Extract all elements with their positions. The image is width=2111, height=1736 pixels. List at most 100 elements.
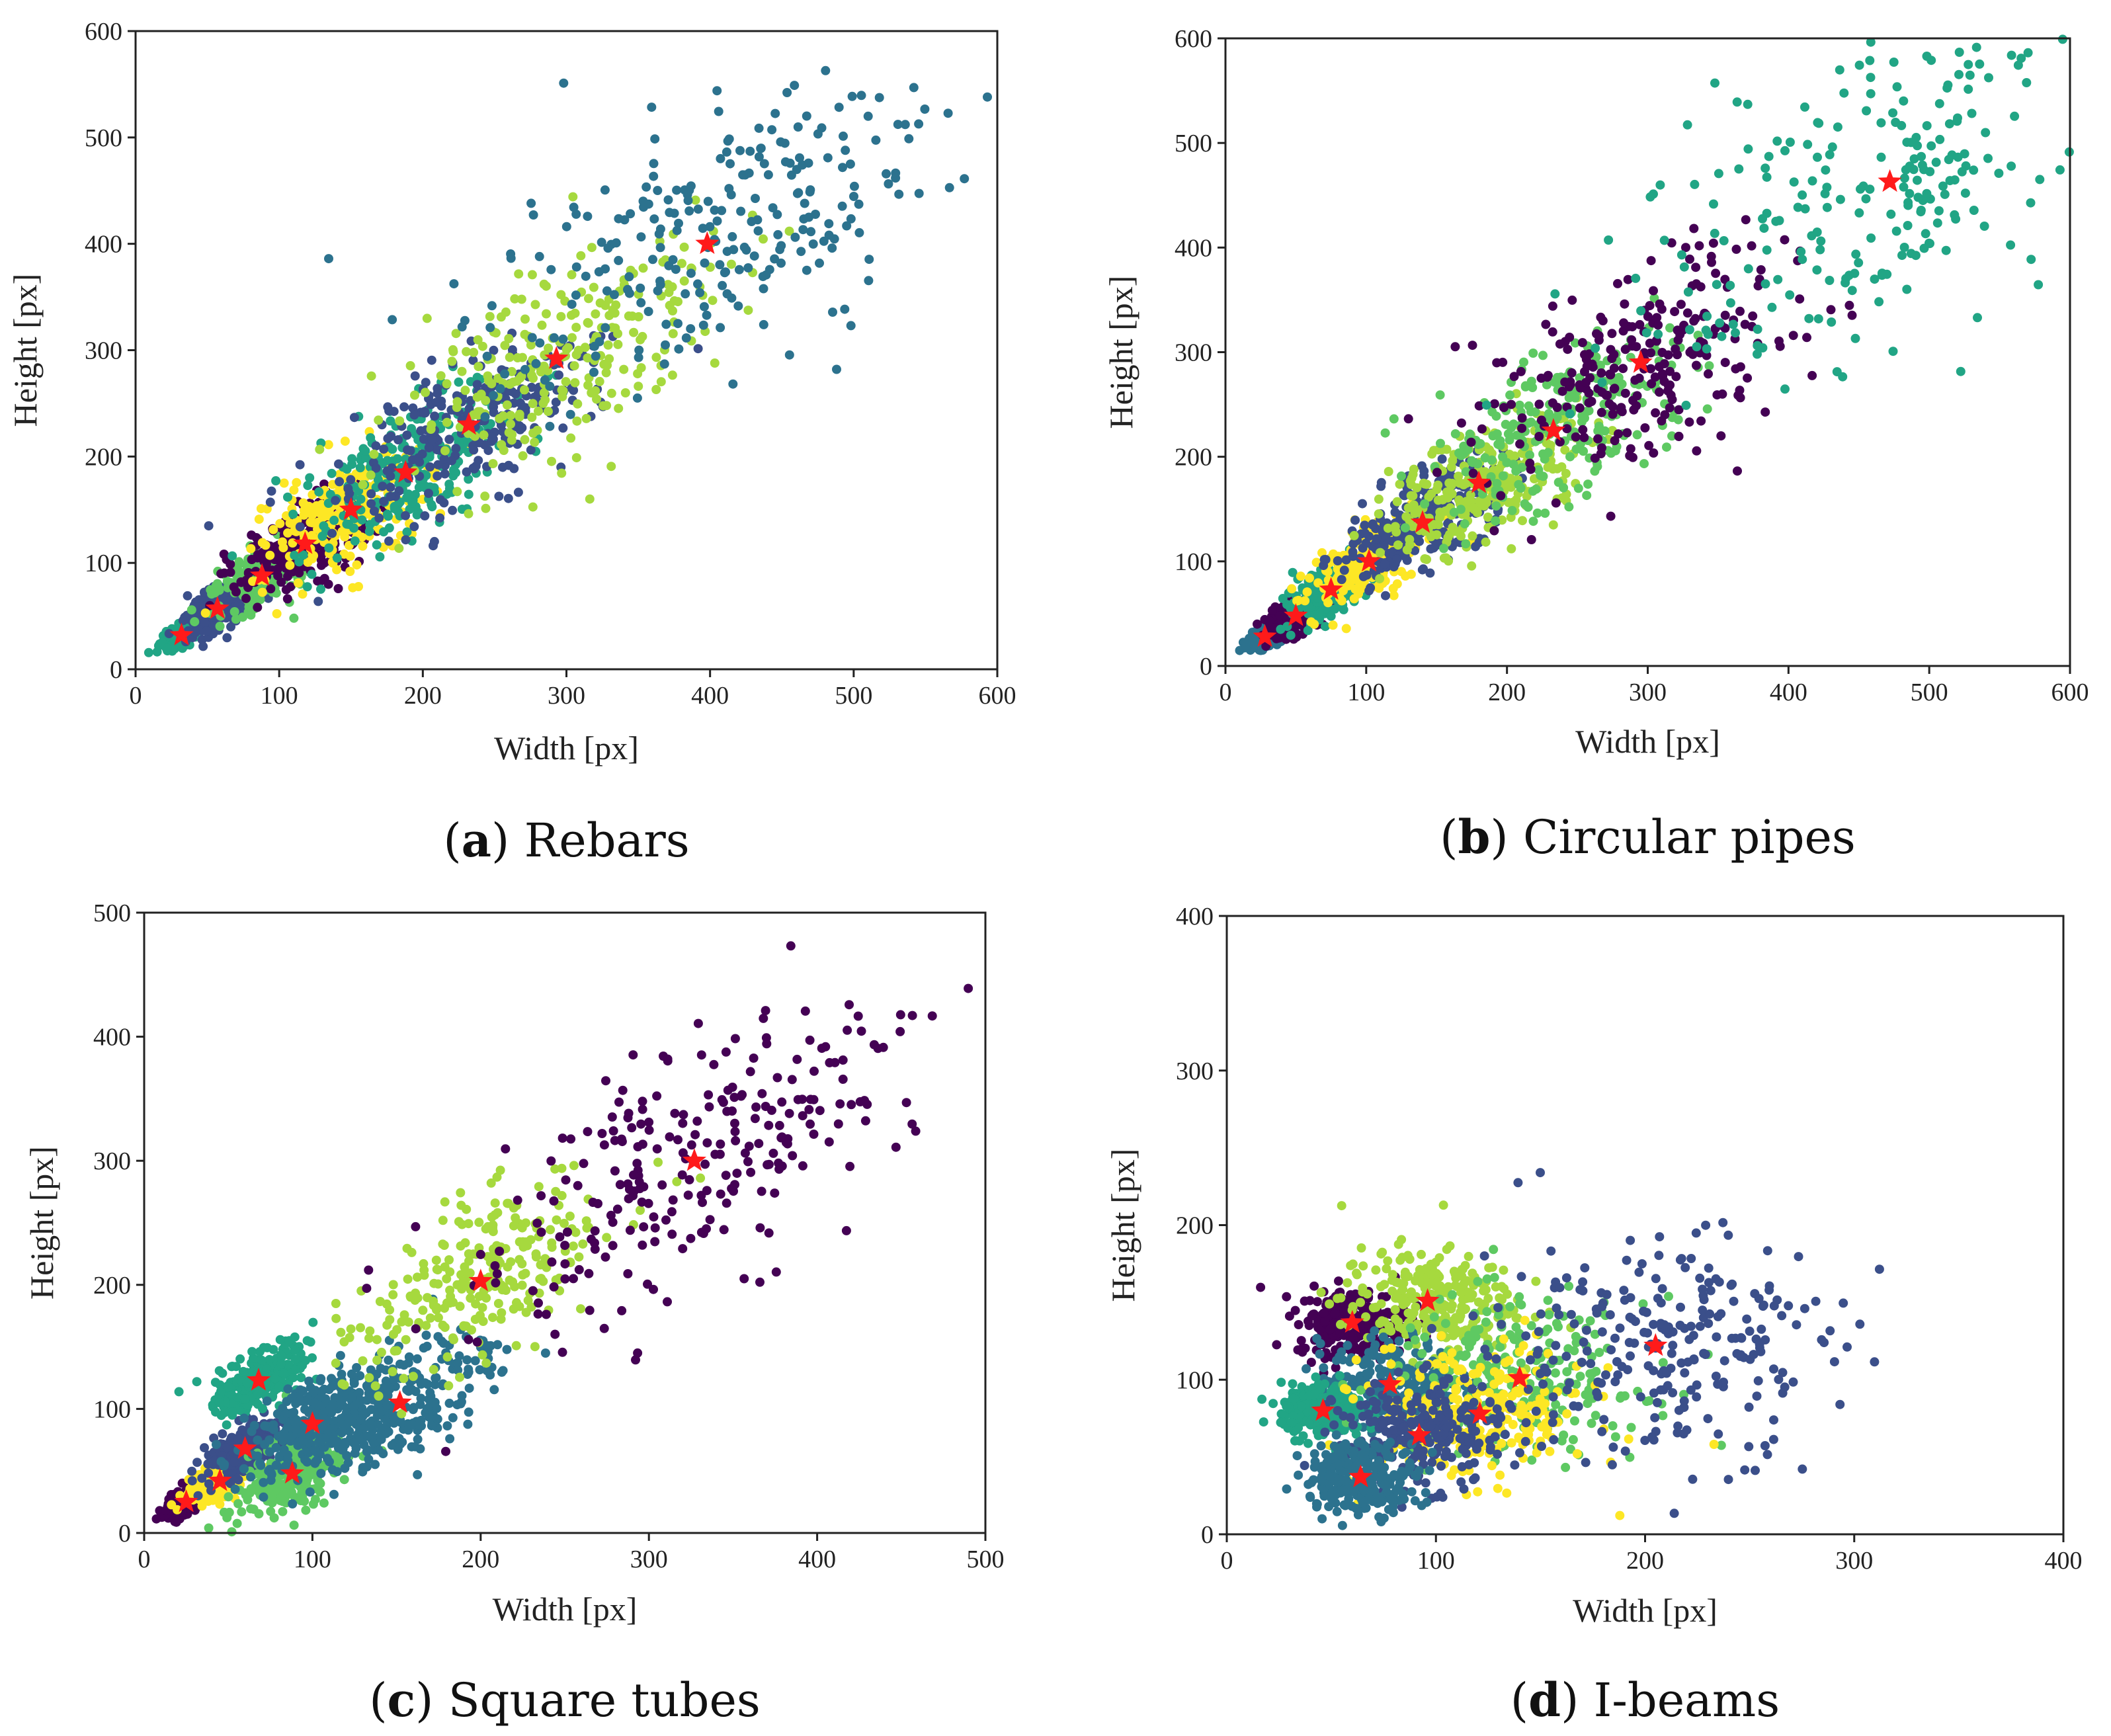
data-point (702, 310, 712, 320)
data-point (1649, 448, 1659, 458)
data-point (567, 270, 577, 280)
data-point (723, 136, 733, 146)
data-point (1412, 483, 1422, 493)
data-point (448, 505, 458, 515)
data-point (551, 397, 561, 407)
data-point (1567, 295, 1577, 305)
data-point (386, 482, 395, 492)
data-point (1655, 180, 1665, 190)
data-point (358, 479, 368, 489)
data-point (1720, 310, 1730, 320)
data-point (569, 202, 579, 212)
data-point (1505, 390, 1515, 400)
data-point (1534, 432, 1544, 441)
data-point (2034, 280, 2044, 290)
data-point (272, 609, 282, 618)
centroid-star-5-rebars (339, 497, 363, 520)
data-point (1710, 78, 1719, 88)
data-point (1469, 503, 1478, 513)
data-point (1466, 490, 1475, 500)
data-point (2026, 255, 2036, 265)
data-point (824, 219, 834, 229)
data-point (776, 258, 786, 268)
data-point (1899, 173, 1909, 183)
data-point (285, 560, 295, 570)
data-point (1921, 229, 1930, 239)
data-point (698, 320, 708, 330)
data-point (1253, 619, 1262, 629)
data-point (1717, 331, 1727, 341)
data-point (298, 550, 308, 560)
data-point (1439, 553, 1449, 563)
data-point (535, 338, 545, 348)
data-point (1804, 313, 1814, 323)
data-point (759, 159, 769, 169)
data-point (1468, 531, 1477, 541)
data-point (1492, 358, 1502, 368)
data-point (584, 294, 593, 304)
data-point (802, 111, 811, 121)
data-point (352, 560, 362, 570)
data-point (374, 415, 384, 425)
data-point (1503, 429, 1513, 439)
data-point (269, 524, 278, 534)
data-point (1348, 547, 1358, 557)
data-point (1743, 264, 1753, 274)
data-point (1627, 335, 1637, 345)
data-point (1360, 520, 1370, 530)
data-point (379, 444, 389, 454)
data-point (1432, 485, 1442, 494)
data-point (571, 290, 581, 300)
data-point (761, 270, 771, 280)
centroid-star-4-rebars (293, 531, 317, 554)
data-point (1861, 194, 1871, 204)
data-point (452, 397, 462, 407)
data-point (655, 280, 665, 290)
data-point (1516, 483, 1526, 493)
data-point (472, 380, 482, 390)
data-point (1302, 587, 1312, 597)
data-point (545, 421, 555, 431)
data-point (1518, 516, 1527, 526)
data-point (1311, 558, 1321, 567)
data-point (712, 86, 722, 96)
data-point (372, 540, 382, 550)
data-point (1741, 215, 1751, 225)
data-point (436, 371, 446, 381)
data-point (1349, 530, 1359, 540)
data-point (841, 145, 850, 155)
data-point (1899, 96, 1909, 106)
data-point (710, 205, 720, 215)
data-point (609, 290, 619, 300)
y-tick-label: 600 (85, 18, 122, 46)
data-point (1448, 456, 1458, 466)
data-point (776, 137, 786, 147)
y-tick-label: 200 (85, 443, 122, 471)
data-point (1673, 350, 1682, 360)
centroid-star-9-circular-pipes (1878, 169, 1902, 192)
data-point (282, 594, 292, 604)
data-point (793, 122, 803, 132)
data-point (776, 241, 786, 251)
data-point (1897, 120, 1907, 130)
data-point (1667, 395, 1677, 405)
data-point (520, 314, 530, 324)
data-point (474, 407, 483, 417)
data-point (1994, 169, 2004, 178)
data-point (1814, 118, 1824, 128)
data-point (754, 123, 764, 133)
data-point (1408, 491, 1418, 501)
data-point (457, 366, 467, 376)
data-point (419, 408, 429, 418)
data-point (1358, 499, 1367, 509)
data-point (849, 192, 858, 201)
data-point (674, 344, 684, 354)
data-point (1854, 208, 1864, 218)
data-point (410, 390, 419, 400)
data-point (1704, 361, 1714, 371)
data-point (2007, 50, 2016, 60)
data-point (1597, 443, 1606, 453)
data-point (537, 320, 547, 330)
data-point (228, 551, 237, 561)
